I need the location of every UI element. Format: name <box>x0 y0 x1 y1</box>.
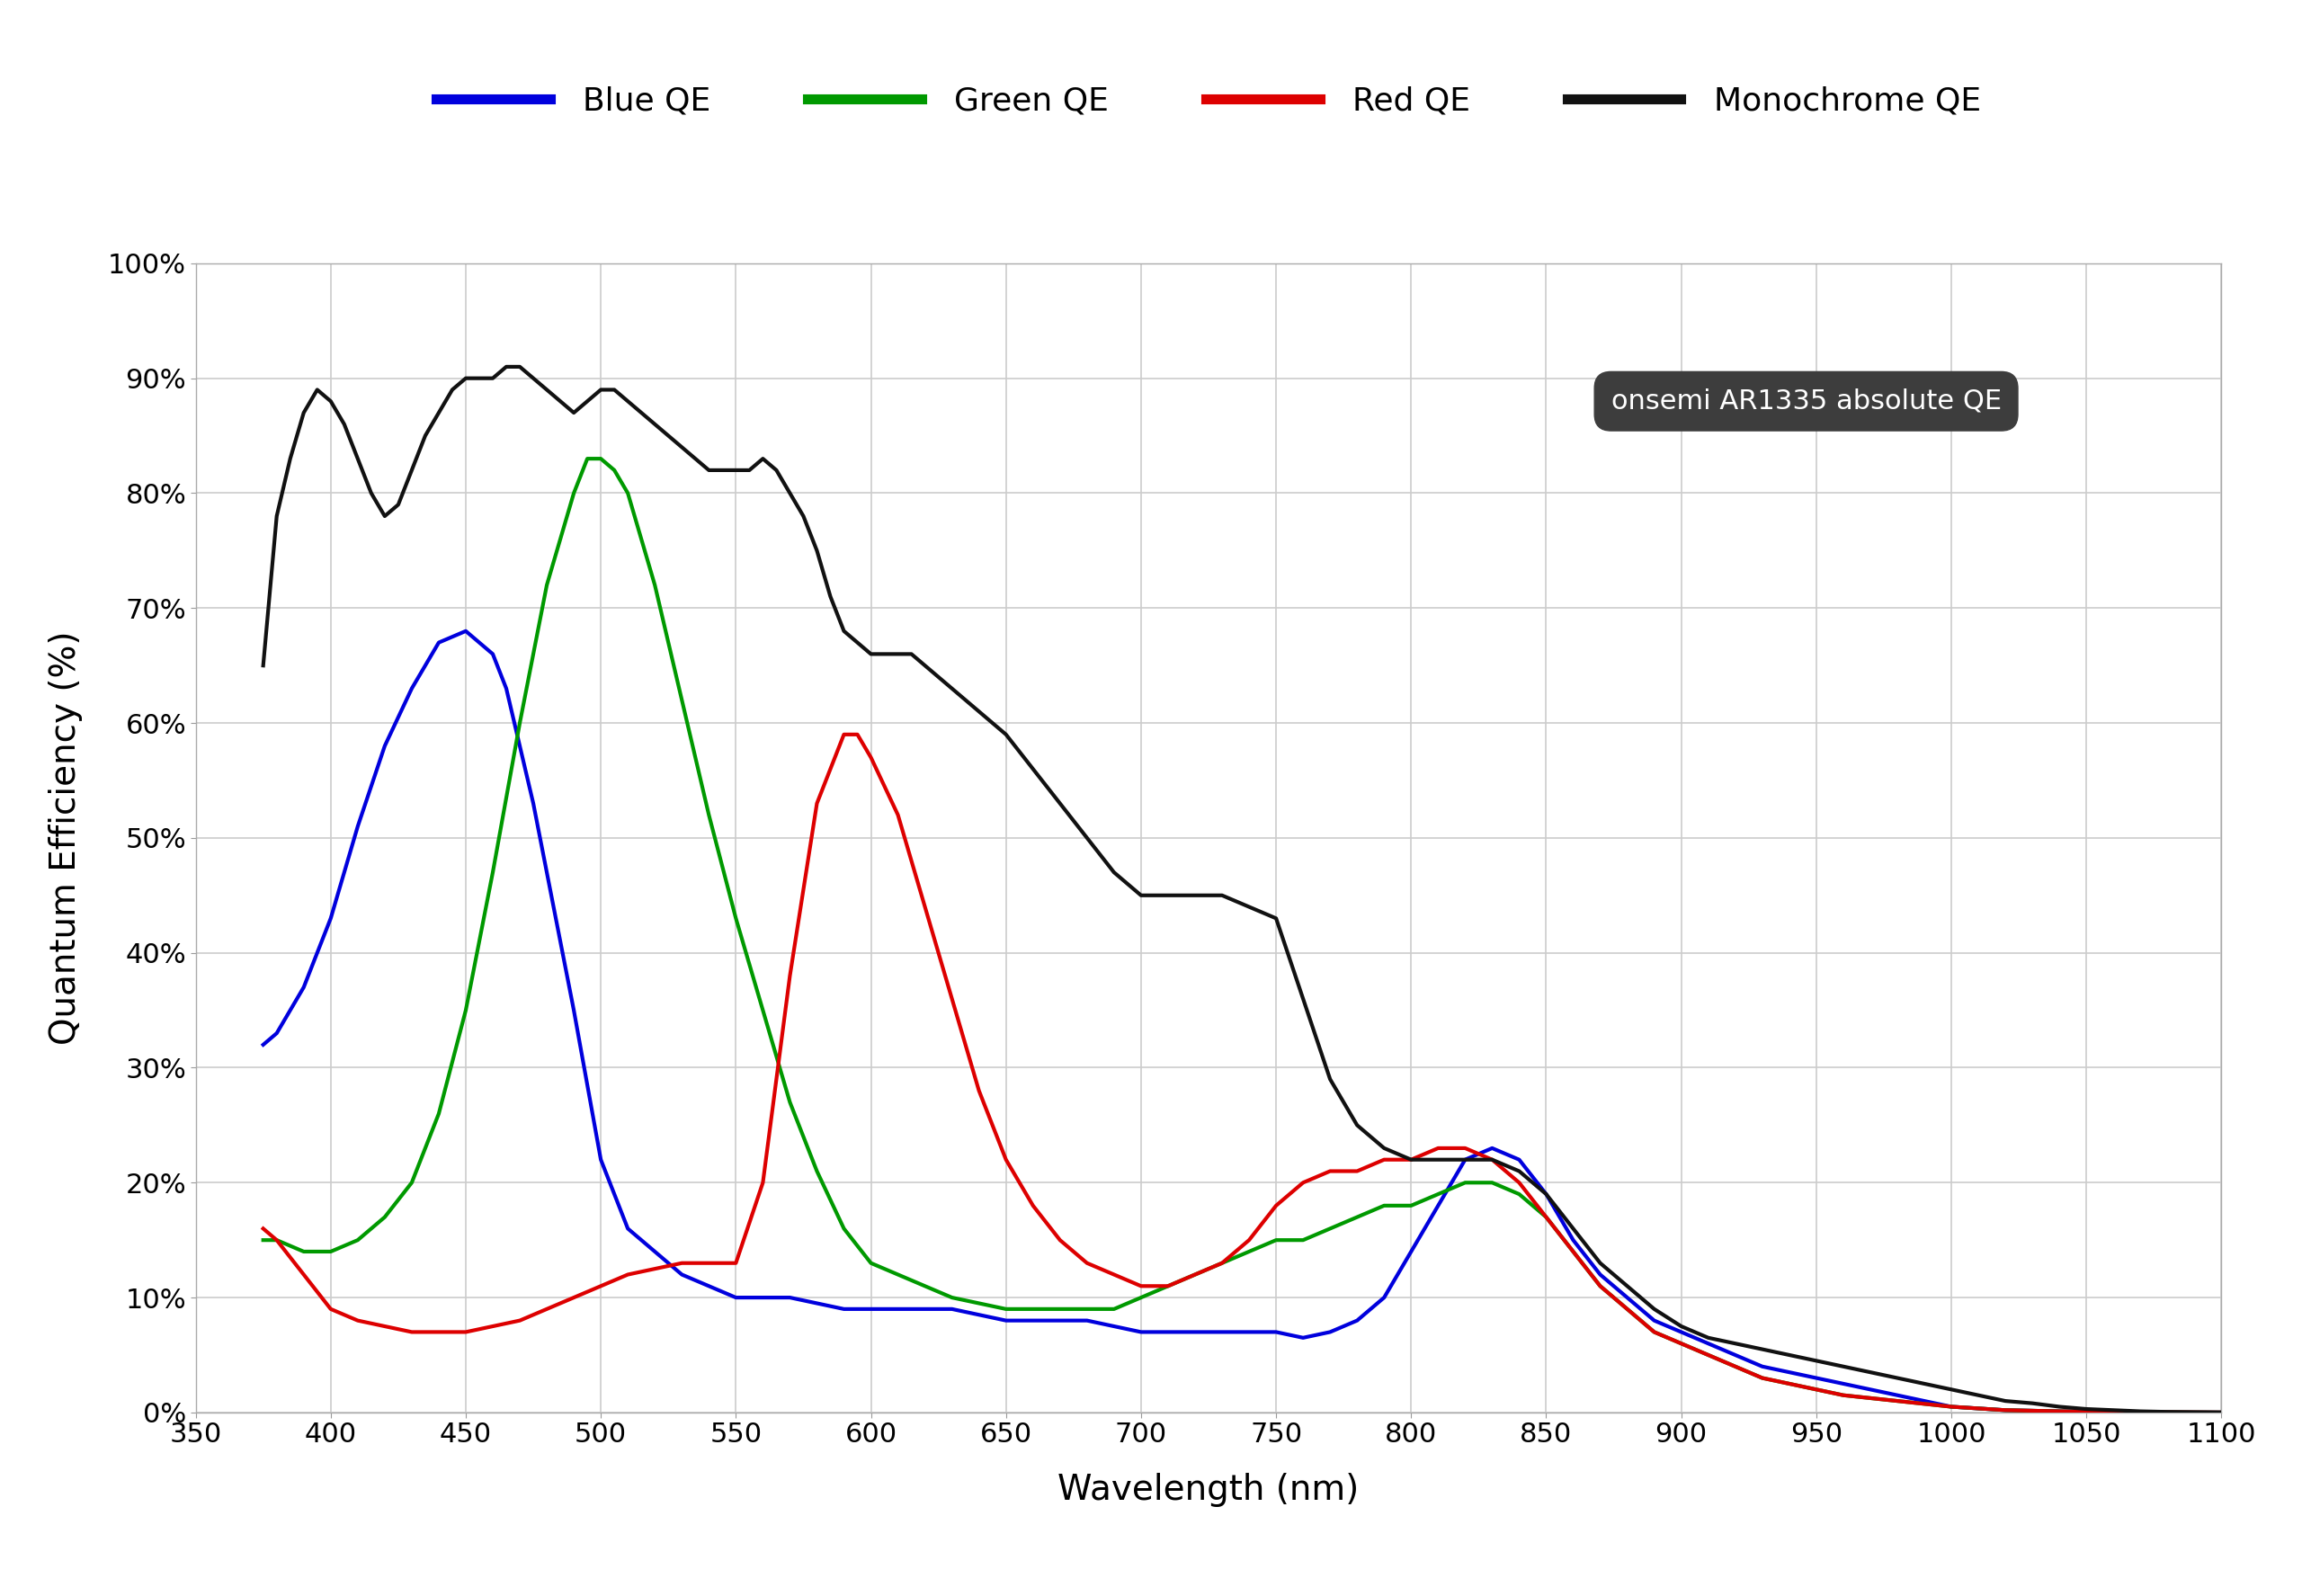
Legend: Blue QE, Green QE, Red QE, Monochrome QE: Blue QE, Green QE, Red QE, Monochrome QE <box>424 73 1994 129</box>
X-axis label: Wavelength (nm): Wavelength (nm) <box>1059 1473 1358 1507</box>
Text: onsemi AR1335 absolute QE: onsemi AR1335 absolute QE <box>1611 388 2000 415</box>
Y-axis label: Quantum Efficiency (%): Quantum Efficiency (%) <box>48 630 83 1045</box>
